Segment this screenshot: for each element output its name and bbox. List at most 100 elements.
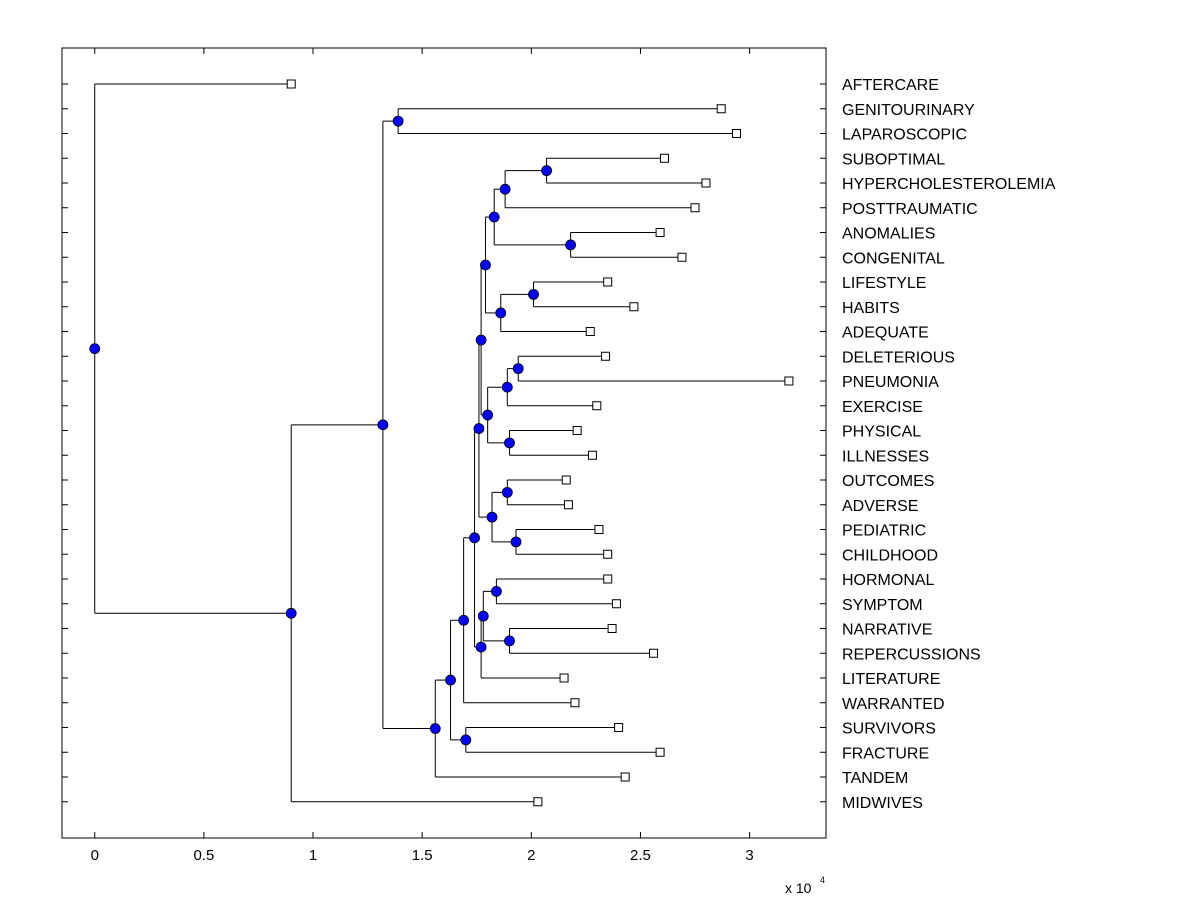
cluster-node-marker — [565, 239, 577, 251]
leaf-label: CHILDHOOD — [842, 547, 938, 564]
leaf-marker — [620, 772, 630, 782]
leaf-marker — [603, 549, 613, 559]
leaf-label: WARRANTED — [842, 696, 945, 713]
cluster-node-marker — [458, 614, 470, 626]
leaf-marker — [572, 426, 582, 435]
leaf-marker — [611, 599, 621, 609]
leaf-label: HABITS — [842, 300, 900, 317]
cluster-node-marker — [501, 486, 513, 498]
cluster-node-marker — [512, 363, 524, 375]
leaf-marker — [607, 624, 617, 633]
cluster-node-marker — [377, 419, 389, 431]
leaf-label: ANOMALIES — [842, 226, 935, 243]
cluster-node-marker — [285, 607, 297, 619]
leaf-label: OUTCOMES — [842, 473, 934, 490]
y-ticks — [62, 83, 826, 803]
cluster-node-marker — [490, 585, 502, 597]
leaf-marker — [655, 747, 665, 757]
leaf-label: POSTTRAUMATIC — [842, 201, 978, 218]
leaf-label: NARRATIVE — [842, 622, 932, 639]
leaf-marker — [629, 302, 639, 312]
leaf-label: DELETERIOUS — [842, 349, 955, 366]
x-tick-label: 1.5 — [412, 847, 433, 864]
leaf-marker — [677, 252, 687, 262]
leaf-marker — [601, 351, 611, 361]
leaf-marker — [701, 178, 711, 188]
leaf-label: PNEUMONIA — [842, 374, 939, 391]
leaf-marker — [585, 327, 595, 336]
cluster-node-marker — [392, 115, 404, 127]
leaf-label: ADVERSE — [842, 498, 918, 515]
x-scale-exponent: 4 — [820, 875, 825, 885]
cluster-node-marker — [475, 334, 487, 346]
leaf-marker — [655, 228, 665, 237]
cluster-node-marker — [495, 307, 507, 319]
x-tick-label: 3 — [745, 847, 753, 864]
cluster-node-marker — [488, 211, 500, 223]
leaf-marker — [614, 723, 624, 732]
x-tick-label: 1 — [309, 847, 317, 864]
node-markers — [89, 115, 577, 746]
leaf-marker — [286, 79, 296, 89]
cluster-node-marker — [477, 610, 489, 622]
cluster-node-marker — [510, 536, 522, 548]
cluster-node-marker — [504, 437, 515, 449]
leaf-label: SUBOPTIMAL — [842, 151, 945, 168]
cluster-node-marker — [501, 381, 513, 393]
leaf-marker — [592, 401, 602, 411]
leaf-marker — [659, 153, 669, 163]
leaf-marker — [559, 673, 569, 683]
cluster-node-marker — [504, 635, 515, 647]
cluster-node-marker — [475, 641, 487, 653]
leaf-marker — [603, 277, 613, 287]
cluster-node-marker — [445, 674, 456, 686]
leaf-marker — [533, 797, 543, 807]
leaf-label: HORMONAL — [842, 572, 935, 589]
cluster-node-marker — [480, 259, 491, 271]
leaf-marker — [603, 574, 613, 584]
cluster-node-marker — [89, 343, 101, 355]
leaf-label: GENITOURINARY — [842, 102, 975, 119]
cluster-node-marker — [499, 183, 511, 195]
leaf-label: LIFESTYLE — [842, 275, 926, 292]
leaf-label: CONGENITAL — [842, 250, 945, 267]
x-tick-label: 2.5 — [630, 847, 651, 864]
leaf-marker — [690, 203, 700, 213]
leaf-marker — [570, 698, 580, 708]
x-axis: 0 0.5 1 1.5 2 2.5 3 — [91, 48, 754, 864]
x-tick-label: 0 — [91, 847, 99, 864]
leaf-label: ILLNESSES — [842, 448, 929, 465]
leaf-label: SYMPTOM — [842, 597, 923, 614]
leaf-marker — [587, 450, 597, 460]
cluster-node-marker — [429, 723, 441, 734]
leaf-marker — [716, 104, 726, 114]
leaf-marker — [649, 648, 659, 658]
leaf-marker — [594, 525, 604, 534]
leaf-marker — [563, 500, 573, 510]
cluster-node-marker — [486, 511, 498, 523]
cluster-node-marker — [528, 288, 539, 300]
leaf-label: HYPERCHOLESTEROLEMIA — [842, 176, 1056, 193]
plot-frame — [61, 47, 827, 839]
leaf-label: LAPAROSCOPIC — [842, 127, 967, 144]
leaf-label: MIDWIVES — [842, 795, 923, 812]
leaf-label: EXERCISE — [842, 399, 923, 416]
leaf-marker — [784, 376, 794, 386]
leaf-marker — [561, 475, 571, 485]
cluster-node-marker — [482, 409, 494, 421]
cluster-node-marker — [473, 423, 485, 434]
leaf-label: PEDIATRIC — [842, 523, 926, 540]
x-tick-label: 2 — [527, 847, 535, 864]
leaf-label: SURVIVORS — [842, 721, 936, 738]
leaf-label: TANDEM — [842, 770, 908, 787]
leaf-label: REPERCUSSIONS — [842, 646, 981, 663]
x-tick-label: 0.5 — [193, 847, 214, 864]
x-scale-label: x 10 — [785, 880, 812, 896]
leaf-label: AFTERCARE — [842, 77, 939, 94]
cluster-node-marker — [469, 532, 480, 544]
leaf-marker — [732, 129, 742, 138]
leaf-label: PHYSICAL — [842, 424, 921, 441]
cluster-node-marker — [541, 165, 552, 177]
leaf-label: FRACTURE — [842, 745, 929, 762]
